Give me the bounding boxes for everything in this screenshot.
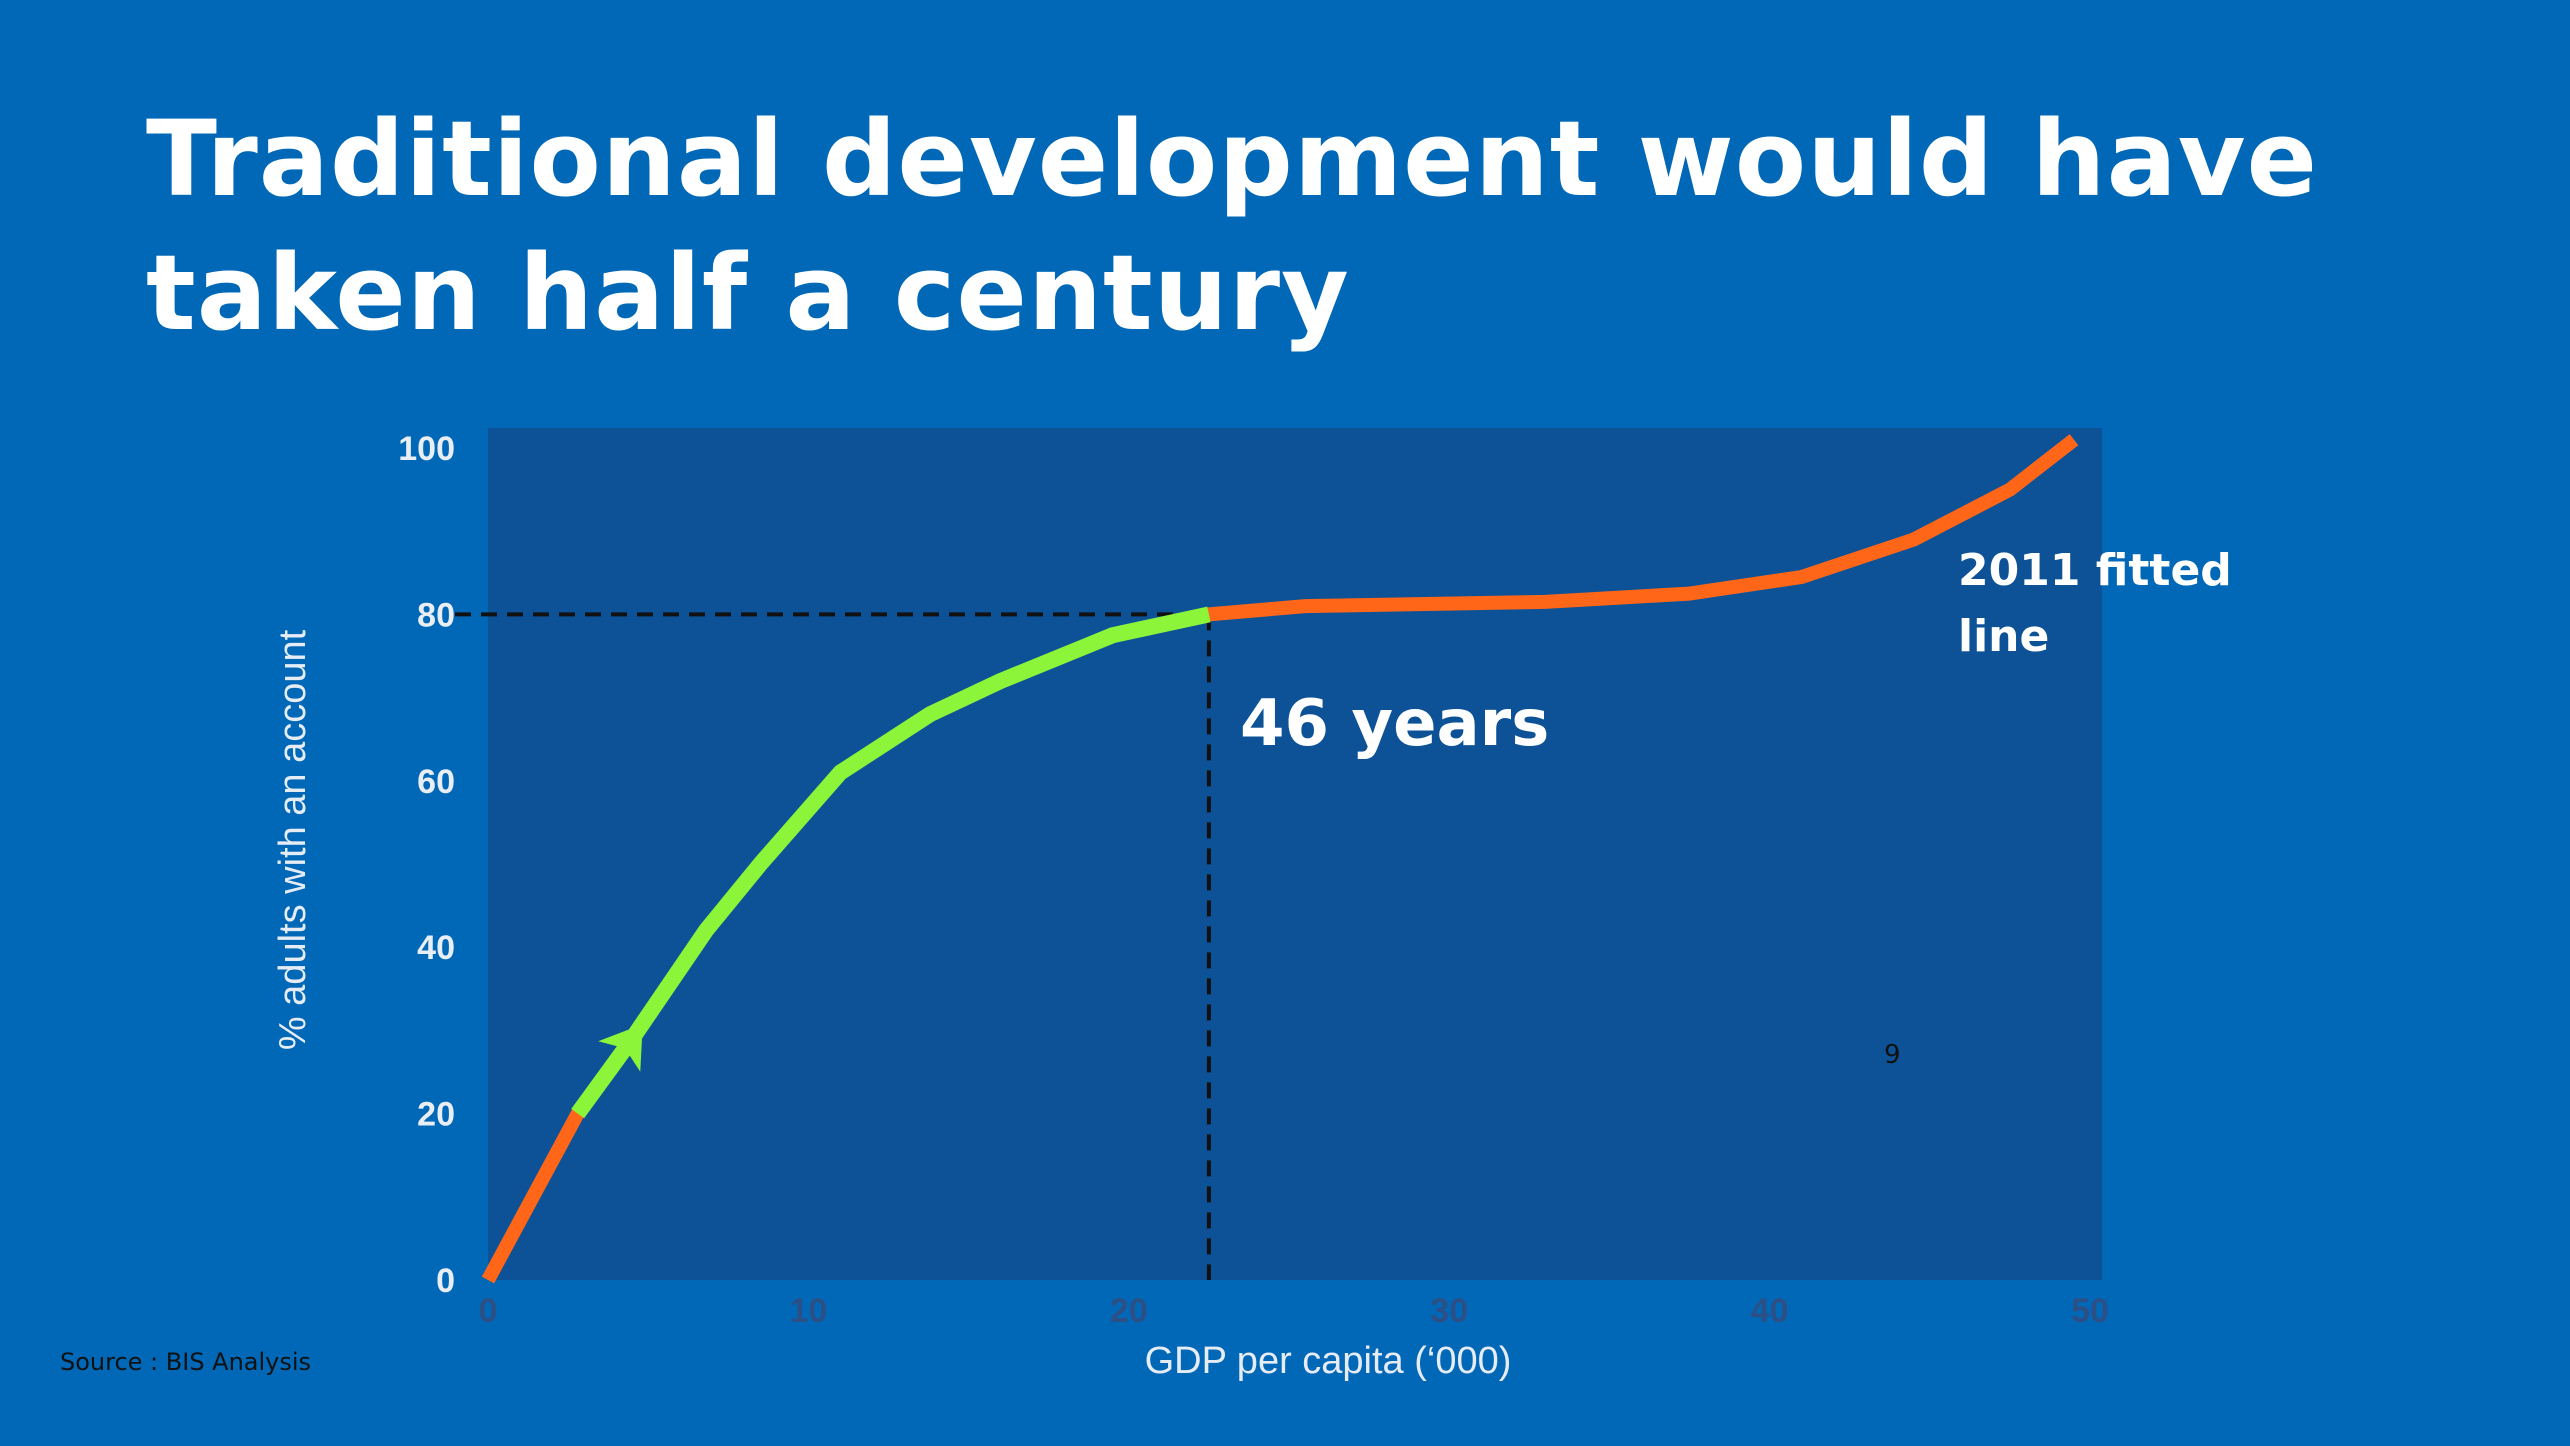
x-axis-title: GDP per capita (‘000) [1145, 1340, 1512, 1382]
x-tick-label: 40 [1751, 1292, 1789, 1330]
x-tick-labels: 0 10 20 30 40 50 [479, 1292, 2109, 1330]
x-tick-label: 0 [479, 1292, 498, 1330]
fitted-line-label-line-2: line [1958, 611, 2049, 662]
page-number: 9 [1884, 1040, 1901, 1070]
y-axis-title: % adults with an account [272, 629, 314, 1050]
years-annotation: 46 years [1240, 687, 1549, 761]
y-tick-label: 100 [398, 430, 455, 468]
series-line-highlight [571, 606, 1211, 1119]
slide-title: Traditional development would have taken… [146, 98, 2319, 354]
fitted-line-label-line-1: 2011 fitted [1958, 545, 2232, 596]
x-tick-label: 20 [1110, 1292, 1148, 1330]
reference-lines [455, 612, 1211, 1280]
series-layer [481, 434, 2079, 1284]
x-tick-label: 30 [1430, 1292, 1468, 1330]
source-note: Source : BIS Analysis [60, 1348, 312, 1376]
y-tick-label: 20 [417, 1096, 455, 1134]
y-tick-label: 60 [417, 763, 455, 801]
y-tick-label: 0 [436, 1262, 455, 1300]
y-tick-label: 80 [417, 596, 455, 634]
y-tick-labels: 0 20 40 60 80 100 [398, 430, 455, 1300]
x-tick-label: 50 [2071, 1292, 2109, 1330]
fitted-line-label: 2011 fitted line [1958, 545, 2247, 662]
y-tick-label: 40 [417, 929, 455, 967]
arrow-head-icon [598, 1024, 643, 1072]
x-tick-label: 10 [789, 1292, 827, 1330]
